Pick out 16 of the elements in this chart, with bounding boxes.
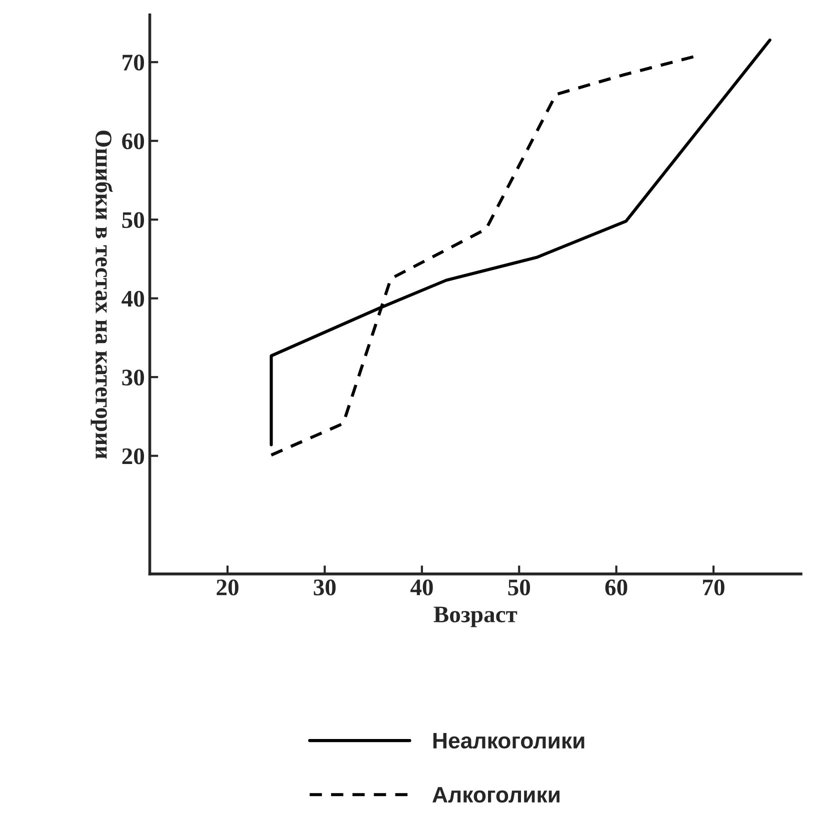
y-tick-label: 40: [122, 290, 144, 307]
x-tick-label: 70: [703, 579, 724, 596]
x-tick-label: 40: [410, 579, 433, 596]
x-tick-label: 30: [314, 579, 336, 596]
x-axis-title: Возраст: [434, 606, 518, 628]
legend-label: Неалкоголики: [433, 733, 584, 749]
y-tick-label: 20: [122, 448, 144, 464]
y-tick-label: 30: [122, 370, 144, 386]
x-tick-label: 20: [216, 579, 238, 596]
x-tick-label: 60: [605, 579, 628, 596]
x-tick-label: 50: [508, 579, 530, 596]
y-tick-label: 50: [122, 212, 144, 228]
legend-label: Алкоголики: [432, 787, 560, 803]
y-axis-title: Ошибки в тестах на категории: [90, 130, 113, 459]
y-tick-label: 70: [122, 54, 144, 71]
y-tick-label: 60: [122, 133, 144, 150]
